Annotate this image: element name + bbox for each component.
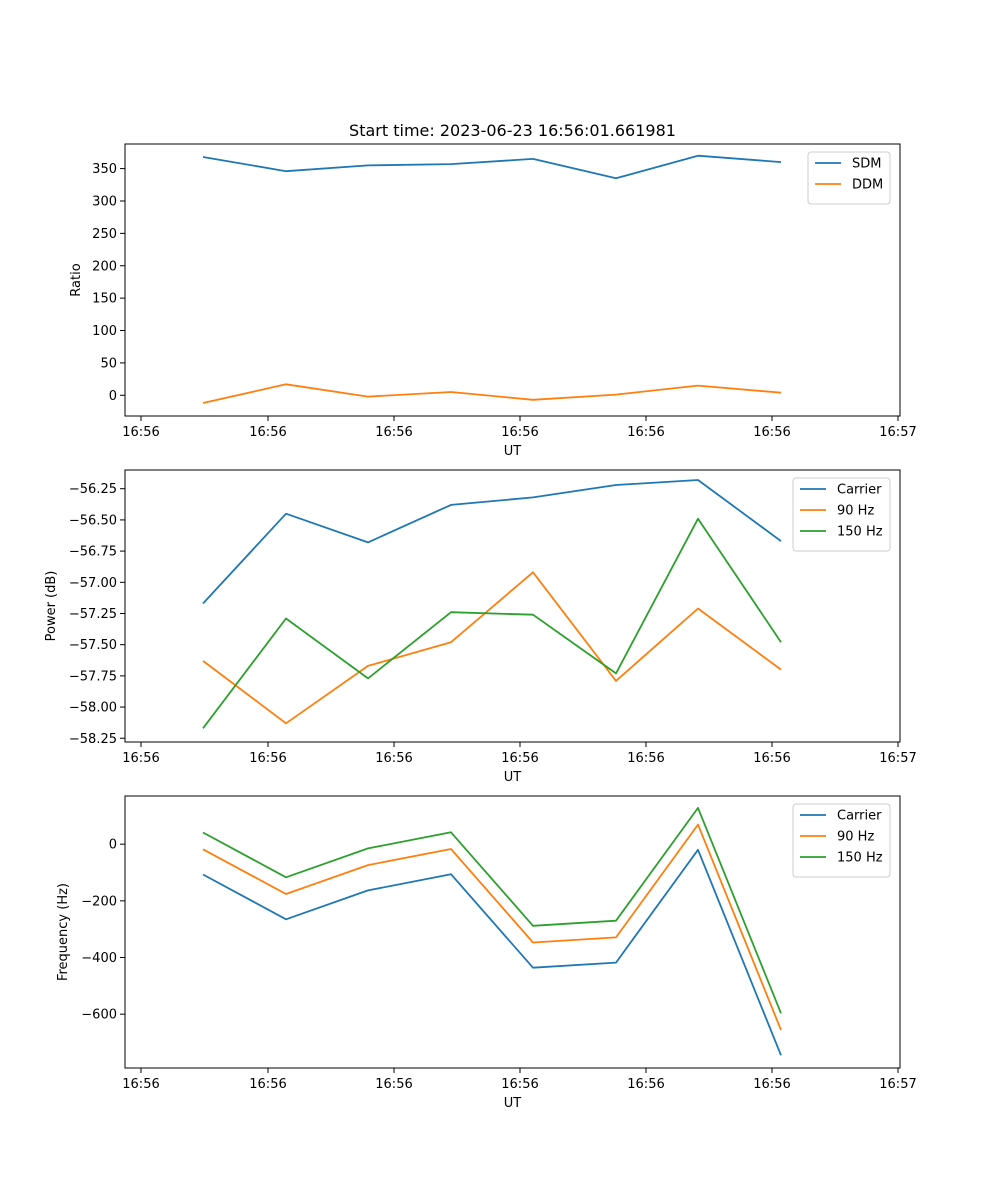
x-tick-label: 16:56 — [375, 751, 412, 766]
y-tick-label: 150 — [92, 292, 117, 307]
legend-entry: Carrier — [837, 809, 882, 824]
y-tick-label: 0 — [109, 389, 117, 404]
y-tick-label: −58.00 — [69, 701, 117, 716]
legend-entry: SDM — [852, 157, 881, 172]
y-tick-label: −58.25 — [69, 732, 117, 747]
x-tick-label: 16:56 — [122, 1077, 159, 1092]
y-tick-label: 100 — [92, 324, 117, 339]
x-tick-label: 16:56 — [501, 1077, 538, 1092]
y-tick-label: 200 — [92, 259, 117, 274]
x-tick-label: 16:56 — [501, 751, 538, 766]
power-panel: 16:56 16:56 16:56 16:56 16:56 16:56 16:57 −58.2… — [44, 469, 917, 785]
y-tick-label: 50 — [100, 356, 117, 371]
legend-box — [792, 477, 891, 552]
plot-frame — [124, 143, 901, 417]
x-tick-label: 16:56 — [753, 1077, 790, 1092]
y-tick-label: −56.50 — [69, 513, 117, 528]
series-line-carrier — [202, 848, 782, 1056]
legend-entry: 150 Hz — [837, 851, 883, 866]
series-line-carrier — [202, 479, 782, 605]
x-tick-label: 16:56 — [249, 1077, 286, 1092]
x-tick-label: 16:56 — [627, 425, 664, 440]
ratio-panel: 16:56 16:56 16:56 16:56 16:56 16:56 16:57 0 50 10… — [69, 143, 917, 459]
plot-frame — [124, 469, 901, 743]
x-tick-label: 16:56 — [249, 751, 286, 766]
x-tick-label: 16:57 — [879, 1077, 916, 1092]
y-tick-label: −200 — [81, 894, 117, 909]
legend-entry: 150 Hz — [837, 525, 883, 540]
y-tick-label: −56.75 — [69, 545, 117, 560]
legend-entry: Carrier — [837, 483, 882, 498]
legend-entry: 90 Hz — [837, 504, 874, 519]
y-axis-label: Power (dB) — [44, 571, 59, 642]
x-tick-label: 16:56 — [375, 425, 412, 440]
x-tick-label: 16:56 — [122, 425, 159, 440]
x-tick-label: 16:56 — [249, 425, 286, 440]
frequency-panel: 16:56 16:56 16:56 16:56 16:56 16:56 16:57 −600 −… — [56, 795, 917, 1111]
x-tick-label: 16:57 — [879, 425, 916, 440]
series-line-sdm — [202, 154, 782, 180]
series-line-150-hz — [202, 807, 782, 1014]
series-line-ddm — [202, 383, 782, 404]
x-tick-label: 16:56 — [753, 751, 790, 766]
series-line-90-hz — [202, 823, 782, 1031]
y-tick-label: −56.25 — [69, 482, 117, 497]
x-tick-label: 16:56 — [627, 751, 664, 766]
y-tick-label: −57.00 — [69, 576, 117, 591]
x-tick-label: 16:56 — [753, 425, 790, 440]
y-axis-label: Frequency (Hz) — [56, 883, 71, 981]
series-line-90-hz — [202, 571, 782, 725]
plot-frame — [124, 795, 901, 1069]
legend-box — [807, 151, 891, 205]
series-line-150-hz — [202, 517, 782, 729]
x-tick-label: 16:57 — [879, 751, 916, 766]
x-axis-label: UT — [504, 444, 522, 459]
y-tick-label: −57.75 — [69, 669, 117, 684]
y-tick-label: −400 — [81, 951, 117, 966]
legend-entry: 90 Hz — [837, 830, 874, 845]
legend-entry: DDM — [852, 178, 883, 193]
x-tick-label: 16:56 — [627, 1077, 664, 1092]
y-tick-label: −57.50 — [69, 638, 117, 653]
legend-box — [792, 803, 891, 878]
y-tick-label: 0 — [109, 838, 117, 853]
y-tick-label: −57.25 — [69, 607, 117, 622]
x-tick-label: 16:56 — [375, 1077, 412, 1092]
y-axis-label: Ratio — [69, 263, 84, 296]
chart-title: Start time: 2023-06-23 16:56:01.661981 — [349, 121, 676, 140]
x-tick-label: 16:56 — [501, 425, 538, 440]
x-axis-label: UT — [504, 770, 522, 785]
x-tick-label: 16:56 — [122, 751, 159, 766]
x-axis-label: UT — [504, 1096, 522, 1111]
y-tick-label: −600 — [81, 1008, 117, 1023]
y-tick-label: 250 — [92, 227, 117, 242]
y-tick-label: 300 — [92, 194, 117, 209]
y-tick-label: 350 — [92, 162, 117, 177]
